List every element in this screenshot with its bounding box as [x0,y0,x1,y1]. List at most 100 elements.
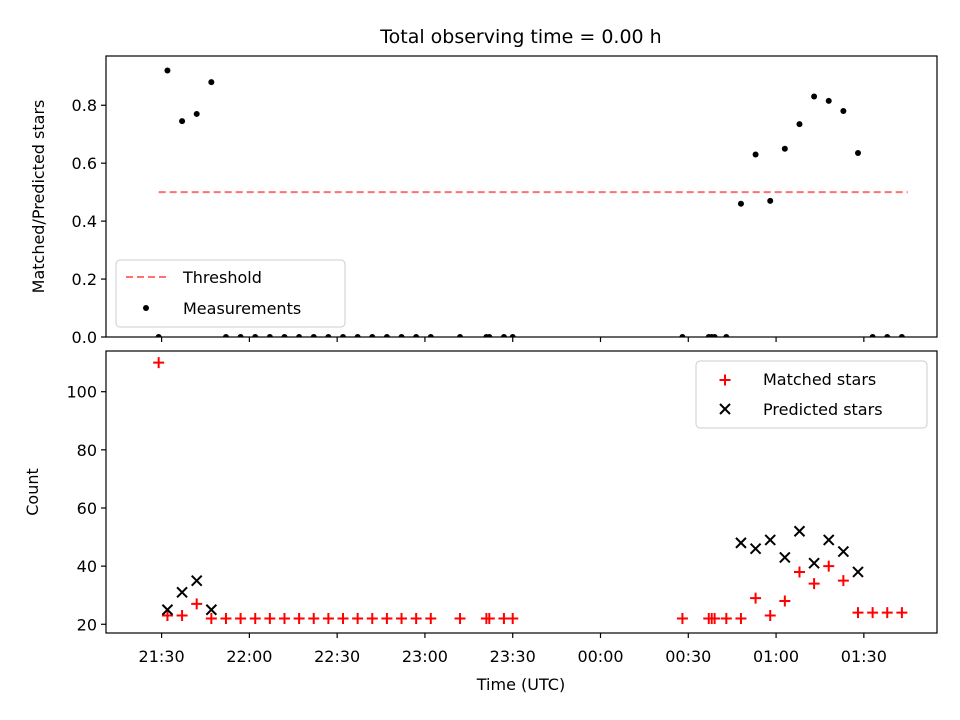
axes-frame-2 [105,350,938,634]
measurements-point [898,334,905,337]
measurements-point [164,67,171,74]
y-tick-label: 40 [77,557,97,576]
y-axis-label-1: Matched/Predicted stars [29,100,48,294]
x-tick-label: 21:30 [139,647,185,666]
legend-predicted-label: Predicted stars [763,400,883,419]
measurements-point [509,334,516,337]
predicted-stars-point [749,542,762,555]
chart-title: Total observing time = 0.00 h [379,26,661,48]
legend-1: Threshold Measurements [115,259,346,328]
measurements-point [767,197,774,204]
x-tick-label: 23:30 [490,647,536,666]
matched-stars-point [507,612,519,624]
matched-stars-point [823,560,835,572]
measurements-point [811,93,818,100]
measurements-point [500,334,507,337]
matched-stars-point [709,612,721,624]
predicted-stars-point [161,604,174,616]
y-tick-label: 0.2 [72,270,97,289]
measurements-point [457,334,464,337]
x-axis-label: Time (UTC) [476,675,565,694]
plot-area-2 [153,357,908,624]
measurements-point [266,334,273,337]
matched-stars-point [220,612,232,624]
matched-stars-point [396,612,408,624]
y-axis-label-2: Count [23,468,42,516]
measurements-point [486,334,493,337]
matched-stars-point [483,612,495,624]
measurements-point [884,334,891,337]
measurements-point [296,334,303,337]
measurements-point [723,334,730,337]
matched-stars-point [779,595,791,607]
matched-stars-point [153,357,165,369]
measurements-point [369,334,376,337]
matched-stars-point [793,566,805,578]
measurements-point [854,150,861,157]
axes-frame-1 [105,55,938,338]
measurements-point [711,334,718,337]
matched-stars-point [881,607,893,619]
matched-stars-point [410,612,422,624]
measurements-point [427,334,434,337]
measurements-point [310,334,317,337]
matched-stars-point [176,610,188,622]
legend-box [695,360,928,429]
matched-stars-point [191,598,203,610]
measurements-point [413,334,420,337]
x-tick-label: 01:00 [753,647,799,666]
y-tick-label: 80 [77,441,97,460]
matched-stars-point [205,612,217,624]
matched-stars-point [454,612,466,624]
matched-stars-point [867,607,879,619]
legend-threshold-label: Threshold [182,268,262,287]
measurements-point [155,334,162,337]
matched-stars-point [235,612,247,624]
matched-stars-point [676,612,688,624]
predicted-stars-point [205,604,218,616]
x-tick-label: 01:30 [841,647,887,666]
x-tick-label: 00:30 [665,647,711,666]
matched-stars-point [852,607,864,619]
matched-stars-point [352,612,364,624]
x-tick-label: 23:00 [402,647,448,666]
y-tick-label: 60 [77,499,97,518]
legend-measurements-label: Measurements [183,299,301,318]
predicted-stars-point [735,537,747,549]
predicted-stars-point [764,534,776,546]
measurements-point [237,334,244,337]
measurements-point [679,334,686,337]
matched-stars-point [337,612,349,624]
matched-stars-point [837,575,849,587]
matched-stars-point [764,610,776,622]
measurements-point [208,79,215,86]
y-tick-label: 0.4 [72,212,97,231]
y-tick-label: 0.0 [72,328,97,347]
matched-stars-point [735,612,747,624]
plot-area-1 [155,67,908,337]
matched-stars-point [366,612,378,624]
matched-stars-point [308,612,320,624]
legend-measurements-swatch [143,305,149,311]
predicted-stars-point [793,525,806,537]
matched-stars-point [161,610,173,622]
x-tick-label: 22:30 [314,647,360,666]
bottom-panel: 20 40 60 80 100 21:30 22:00 22:30 23:00 23:30 00:0… [23,350,938,666]
y-tick-label: 0.6 [72,154,97,173]
matched-stars-point [720,612,732,624]
legend-predicted-swatch [719,403,731,415]
matched-stars-point [264,612,276,624]
matched-stars-point [896,607,908,619]
measurements-point [752,151,759,158]
measurements-point [383,334,390,337]
legend-matched-label: Matched stars [763,370,876,389]
x-tick-label: 00:00 [577,647,623,666]
matched-stars-point [322,612,334,624]
measurements-point [398,334,405,337]
predicted-stars-point [823,534,835,546]
measurements-point [325,334,332,337]
matched-stars-point [381,612,393,624]
matched-stars-point [750,592,762,604]
